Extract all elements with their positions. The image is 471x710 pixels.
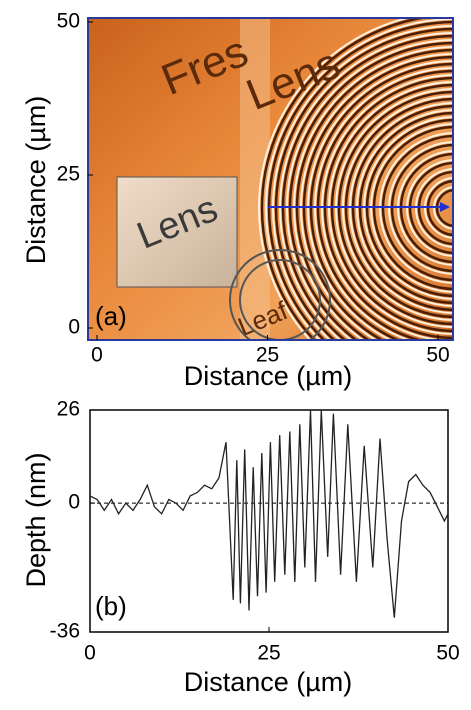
arrow-head xyxy=(440,202,450,212)
panel-label: (b) xyxy=(95,591,127,621)
afm-image: Fres Lens Leaf Lens xyxy=(88,18,453,340)
profile-line xyxy=(89,409,449,618)
plot-frame xyxy=(89,409,449,633)
ring xyxy=(258,18,412,340)
y-tick-label: 50 xyxy=(57,10,80,33)
y-tick-label: -36 xyxy=(50,620,80,643)
x-axis-label: Distance (µm) xyxy=(184,667,353,697)
panel-label: (a) xyxy=(95,301,127,331)
x-tick-label: 50 xyxy=(436,642,459,665)
y-tick-label: 26 xyxy=(57,398,80,421)
x-tick-label: 50 xyxy=(426,344,449,367)
inset-ring xyxy=(239,259,321,340)
ring xyxy=(265,18,453,340)
x-tick-label: 25 xyxy=(257,642,280,665)
y-tick-label: 25 xyxy=(57,163,80,186)
y-axis-label: Distance (µm) xyxy=(21,96,51,265)
x-tick-label: 25 xyxy=(256,344,279,367)
y-tick-label: 0 xyxy=(68,316,80,339)
inset xyxy=(116,176,238,288)
y-axis-label: Depth (nm) xyxy=(21,452,51,587)
image-frame xyxy=(87,17,454,341)
x-axis-label: Distance (µm) xyxy=(184,361,353,391)
x-tick-label: 0 xyxy=(84,642,96,665)
ring xyxy=(260,18,430,340)
inset-ring xyxy=(229,249,331,340)
x-tick-label: 0 xyxy=(91,344,103,367)
y-tick-label: 0 xyxy=(68,491,80,514)
